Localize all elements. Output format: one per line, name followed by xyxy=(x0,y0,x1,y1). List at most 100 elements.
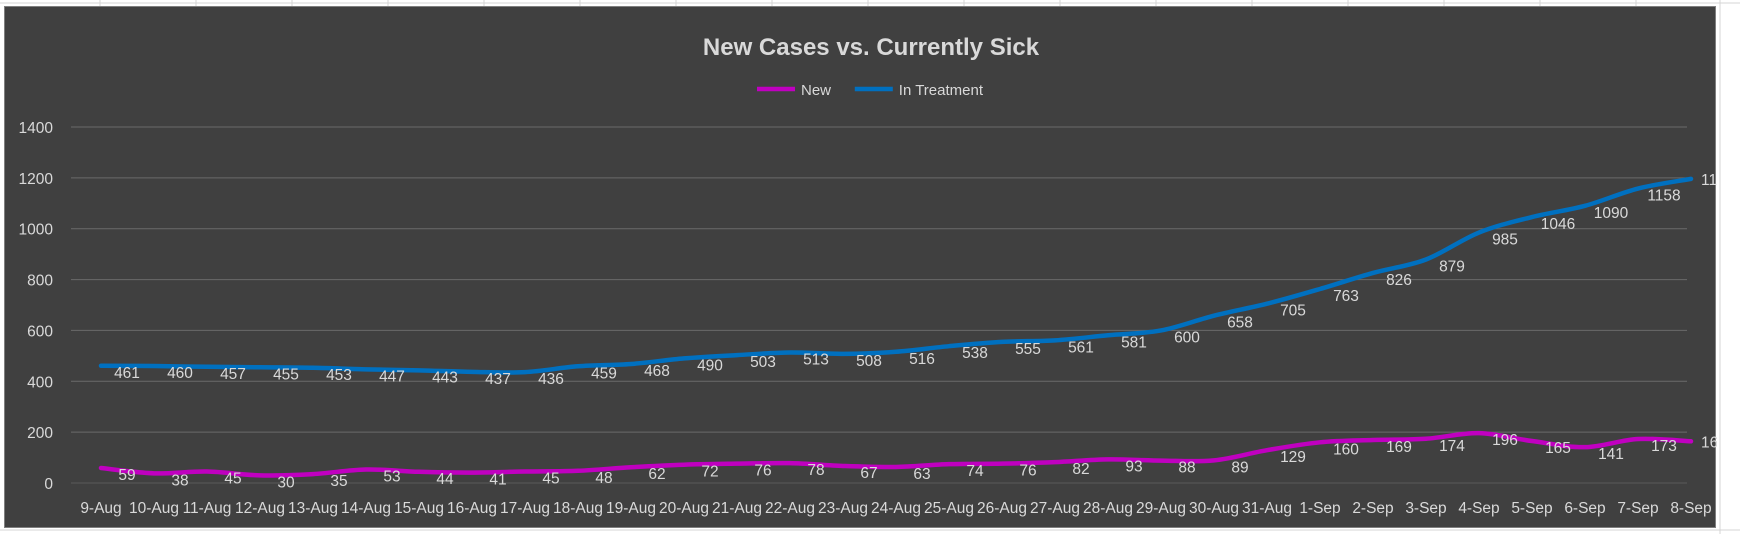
y-tick-label: 1200 xyxy=(19,171,54,188)
data-label: 76 xyxy=(754,463,771,480)
x-tick-label: 11-Aug xyxy=(183,500,232,517)
x-tick-label: 15-Aug xyxy=(394,500,444,517)
data-label: 169 xyxy=(1386,439,1412,456)
data-label: 196 xyxy=(1492,432,1518,449)
data-label: 508 xyxy=(856,353,882,370)
x-tick-label: 29-Aug xyxy=(1136,500,1186,517)
x-tick-label: 21-Aug xyxy=(712,500,762,517)
x-tick-label: 1-Sep xyxy=(1299,500,1340,517)
data-label: 35 xyxy=(330,473,347,490)
data-label: 165 xyxy=(1545,440,1571,457)
data-label: 45 xyxy=(542,471,559,488)
series-line-in-treatment[interactable] xyxy=(98,176,1694,375)
data-label: 44 xyxy=(436,471,454,488)
data-label: 447 xyxy=(379,368,405,385)
data-label: 705 xyxy=(1280,303,1306,320)
data-label: 600 xyxy=(1174,329,1200,346)
data-label: 76 xyxy=(1019,463,1036,480)
x-tick-label: 14-Aug xyxy=(341,500,391,517)
x-tick-label: 5-Sep xyxy=(1511,500,1552,517)
x-tick-label: 22-Aug xyxy=(765,500,815,517)
data-label: 82 xyxy=(1072,461,1089,478)
data-label: 48 xyxy=(595,470,612,487)
gridlines xyxy=(71,126,1687,484)
x-tick-label: 18-Aug xyxy=(553,500,603,517)
data-label: 30 xyxy=(277,474,295,491)
y-axis-ticks: 0 200 400 600 800 1000 1200 1400 xyxy=(19,120,54,493)
data-label: 38 xyxy=(171,472,188,489)
data-label: 1090 xyxy=(1594,205,1629,222)
data-label: 457 xyxy=(220,366,246,383)
data-label: 59 xyxy=(118,467,135,484)
data-label: 513 xyxy=(803,352,829,369)
data-label: 129 xyxy=(1280,449,1306,466)
data-label: 455 xyxy=(273,366,299,383)
x-tick-label: 13-Aug xyxy=(288,500,338,517)
data-label: 468 xyxy=(644,363,670,380)
data-label: 516 xyxy=(909,351,935,368)
data-label: 1158 xyxy=(1647,188,1680,205)
data-label: 62 xyxy=(648,466,665,483)
x-tick-label: 25-Aug xyxy=(924,500,974,517)
y-tick-label: 1400 xyxy=(19,120,54,137)
data-label: 826 xyxy=(1386,272,1412,289)
y-tick-label: 600 xyxy=(27,323,53,340)
data-label: 74 xyxy=(966,463,984,480)
y-tick-label: 200 xyxy=(27,425,53,442)
data-label: 461 xyxy=(114,365,140,382)
x-tick-label: 27-Aug xyxy=(1030,500,1080,517)
data-label: 164 xyxy=(1701,434,1717,451)
data-label: 93 xyxy=(1125,458,1142,475)
x-tick-label: 23-Aug xyxy=(818,500,868,517)
data-label: 41 xyxy=(489,472,506,489)
data-label: 173 xyxy=(1651,438,1677,455)
x-tick-label: 3-Sep xyxy=(1405,500,1446,517)
x-axis-ticks: 9-Aug 10-Aug 11-Aug 12-Aug 13-Aug 14-Aug 15-Au… xyxy=(80,500,1711,517)
x-tick-label: 20-Aug xyxy=(659,500,709,517)
data-label: 658 xyxy=(1227,315,1253,332)
y-tick-label: 400 xyxy=(27,374,53,391)
data-label: 459 xyxy=(591,365,617,382)
series-lines xyxy=(98,176,1694,478)
data-label: 174 xyxy=(1439,438,1465,455)
x-tick-label: 31-Aug xyxy=(1242,500,1292,517)
x-tick-label: 24-Aug xyxy=(871,500,921,517)
data-label: 763 xyxy=(1333,288,1359,305)
y-tick-label: 800 xyxy=(27,273,53,290)
data-label: 443 xyxy=(432,369,458,386)
data-label: 460 xyxy=(167,365,193,382)
data-label: 985 xyxy=(1492,232,1518,249)
data-label: 503 xyxy=(750,354,776,371)
x-tick-label: 6-Sep xyxy=(1564,500,1605,517)
x-tick-label: 26-Aug xyxy=(977,500,1027,517)
x-tick-label: 9-Aug xyxy=(80,500,121,517)
x-tick-label: 10-Aug xyxy=(129,500,179,517)
chart-area[interactable]: New Cases vs. Currently Sick 0 200 400 600 8… xyxy=(4,6,1717,528)
x-tick-label: 28-Aug xyxy=(1083,500,1133,517)
x-tick-label: 16-Aug xyxy=(447,500,497,517)
data-label: 437 xyxy=(485,371,511,388)
data-label: 538 xyxy=(962,345,988,362)
legend-entry[interactable]: In Treatment xyxy=(899,82,984,99)
data-label: 53 xyxy=(383,469,400,486)
legend[interactable]: New In Treatment xyxy=(757,82,984,99)
data-label: 67 xyxy=(860,465,877,482)
data-label: 45 xyxy=(224,471,241,488)
data-label: 160 xyxy=(1333,441,1359,458)
series-line-new[interactable] xyxy=(98,430,1694,478)
data-label: 879 xyxy=(1439,258,1465,275)
data-label: 1196 xyxy=(1701,172,1717,189)
x-tick-label: 19-Aug xyxy=(606,500,656,517)
data-label: 63 xyxy=(913,466,930,483)
line-chart: New Cases vs. Currently Sick 0 200 400 600 8… xyxy=(19,34,1717,517)
data-label: 78 xyxy=(807,462,824,479)
data-label: 72 xyxy=(701,464,718,481)
data-label: 561 xyxy=(1068,339,1094,356)
legend-entry[interactable]: New xyxy=(801,82,831,99)
data-label: 581 xyxy=(1121,334,1147,351)
x-tick-label: 2-Sep xyxy=(1352,500,1393,517)
data-label: 88 xyxy=(1178,460,1195,477)
data-label: 490 xyxy=(697,357,723,374)
x-tick-label: 7-Sep xyxy=(1617,500,1658,517)
